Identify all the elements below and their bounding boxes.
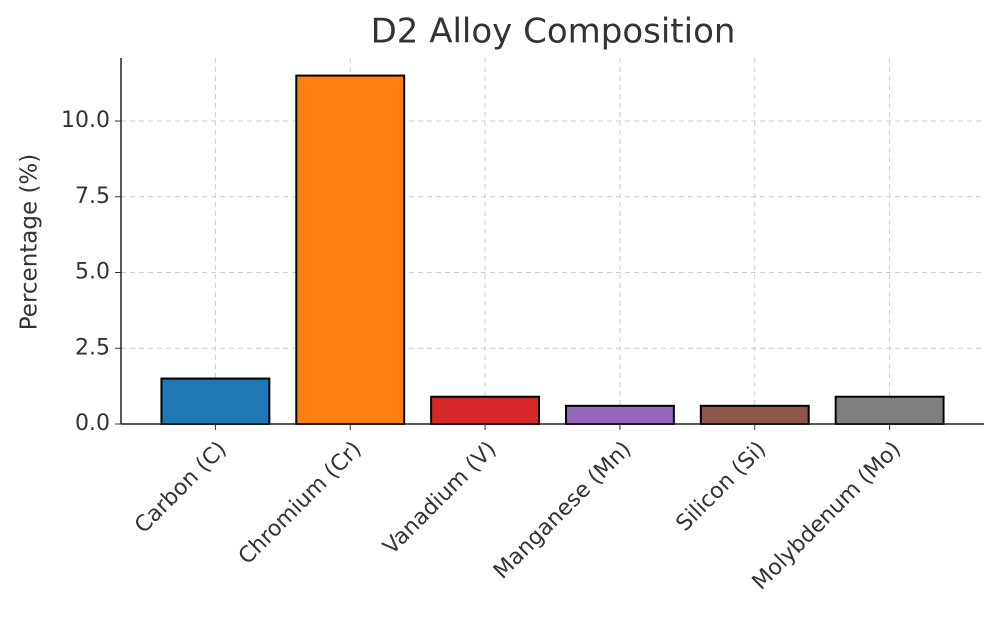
y-tick-label: 7.5 [75,184,110,209]
bar [564,404,675,426]
x-tick-label: Chromium (Cr) [234,437,367,570]
y-tick-label: 2.5 [75,335,110,360]
bar [295,74,406,425]
bar [430,395,541,425]
y-axis-label: Percentage (%) [17,154,43,331]
y-tick-label: 0.0 [75,411,110,436]
chart-title: D2 Alloy Composition [371,12,736,52]
y-tick-label: 5.0 [75,260,110,285]
x-tick-label: Carbon (C) [130,437,232,539]
x-tick-label: Vanadium (V) [379,437,502,560]
bar [699,404,810,426]
bar [160,377,271,425]
y-tick-label: 10.0 [61,108,110,133]
x-tick-label: Silicon (Si) [672,437,772,537]
x-tick-label: Molybdenum (Mo) [748,437,906,595]
bar [834,395,945,425]
x-tick-label: Manganese (Mn) [489,437,636,584]
